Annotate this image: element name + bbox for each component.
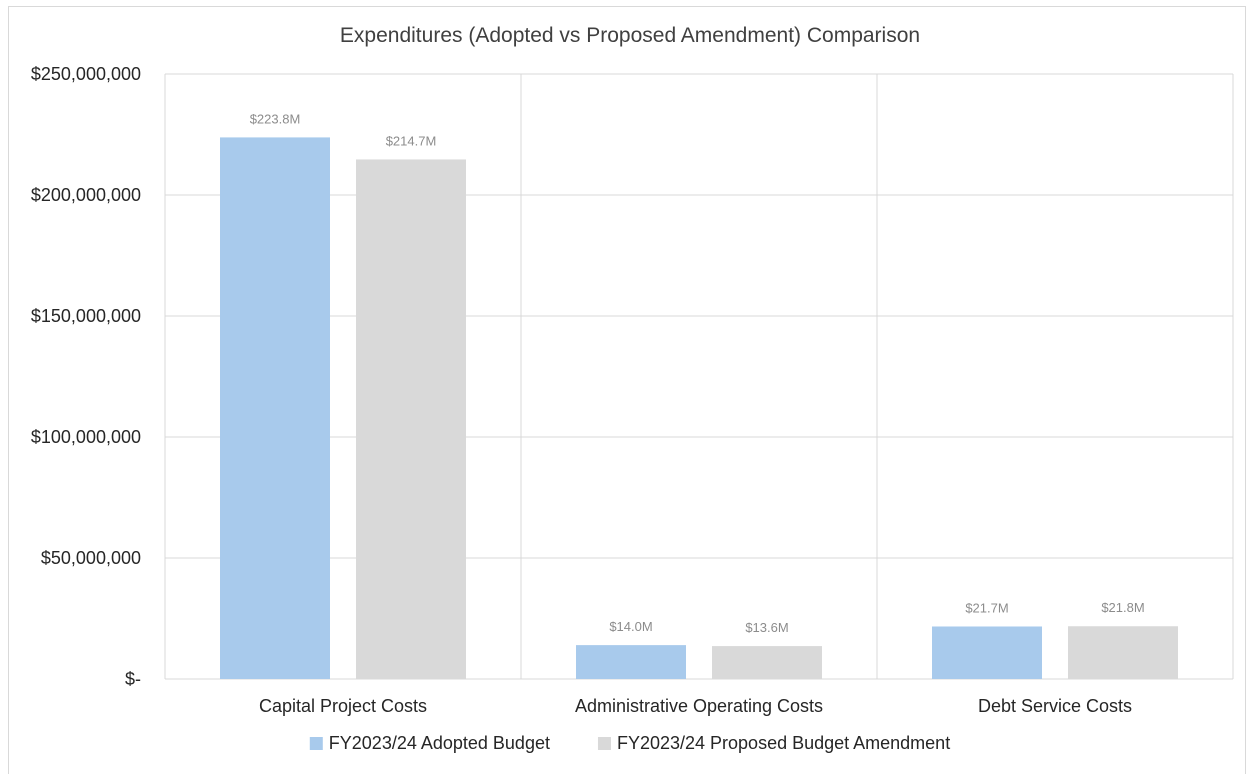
y-tick-label: $100,000,000 — [31, 427, 141, 447]
bar — [712, 646, 822, 679]
bar — [356, 159, 466, 679]
axis-layer: $- $50,000,000 $100,000,000 $150,000,000 $20… — [31, 64, 1132, 716]
bars-layer — [220, 137, 1178, 680]
data-label: $214.7M — [386, 133, 437, 148]
legend-label: FY2023/24 Adopted Budget — [329, 733, 550, 753]
data-label: $13.6M — [745, 620, 788, 635]
x-category-label: Administrative Operating Costs — [575, 696, 823, 716]
x-category-label: Capital Project Costs — [259, 696, 427, 716]
data-label: $21.8M — [1101, 600, 1144, 615]
y-tick-label: $250,000,000 — [31, 64, 141, 84]
y-tick-label: $- — [125, 669, 141, 689]
y-tick-label: $200,000,000 — [31, 185, 141, 205]
bar — [932, 626, 1042, 679]
x-category-label: Debt Service Costs — [978, 696, 1132, 716]
chart-frame — [8, 6, 1246, 774]
bar — [220, 137, 330, 680]
legend: FY2023/24 Adopted Budget FY2023/24 Propos… — [309, 733, 950, 753]
y-tick-label: $150,000,000 — [31, 306, 141, 326]
legend-swatch — [597, 737, 611, 750]
data-label: $223.8M — [250, 111, 301, 126]
y-tick-label: $50,000,000 — [41, 548, 141, 568]
grid-layer — [164, 73, 1234, 680]
labels-layer: $223.8M $214.7M $14.0M $13.6M $21.7M $21.8M — [250, 111, 1145, 635]
legend-label: FY2023/24 Proposed Budget Amendment — [617, 733, 950, 753]
bar — [576, 645, 686, 679]
chart-title: Expenditures (Adopted vs Proposed Amendm… — [340, 24, 920, 47]
data-label: $21.7M — [965, 600, 1008, 615]
data-label: $14.0M — [609, 619, 652, 634]
bar — [1068, 626, 1178, 679]
legend-swatch — [309, 737, 323, 750]
